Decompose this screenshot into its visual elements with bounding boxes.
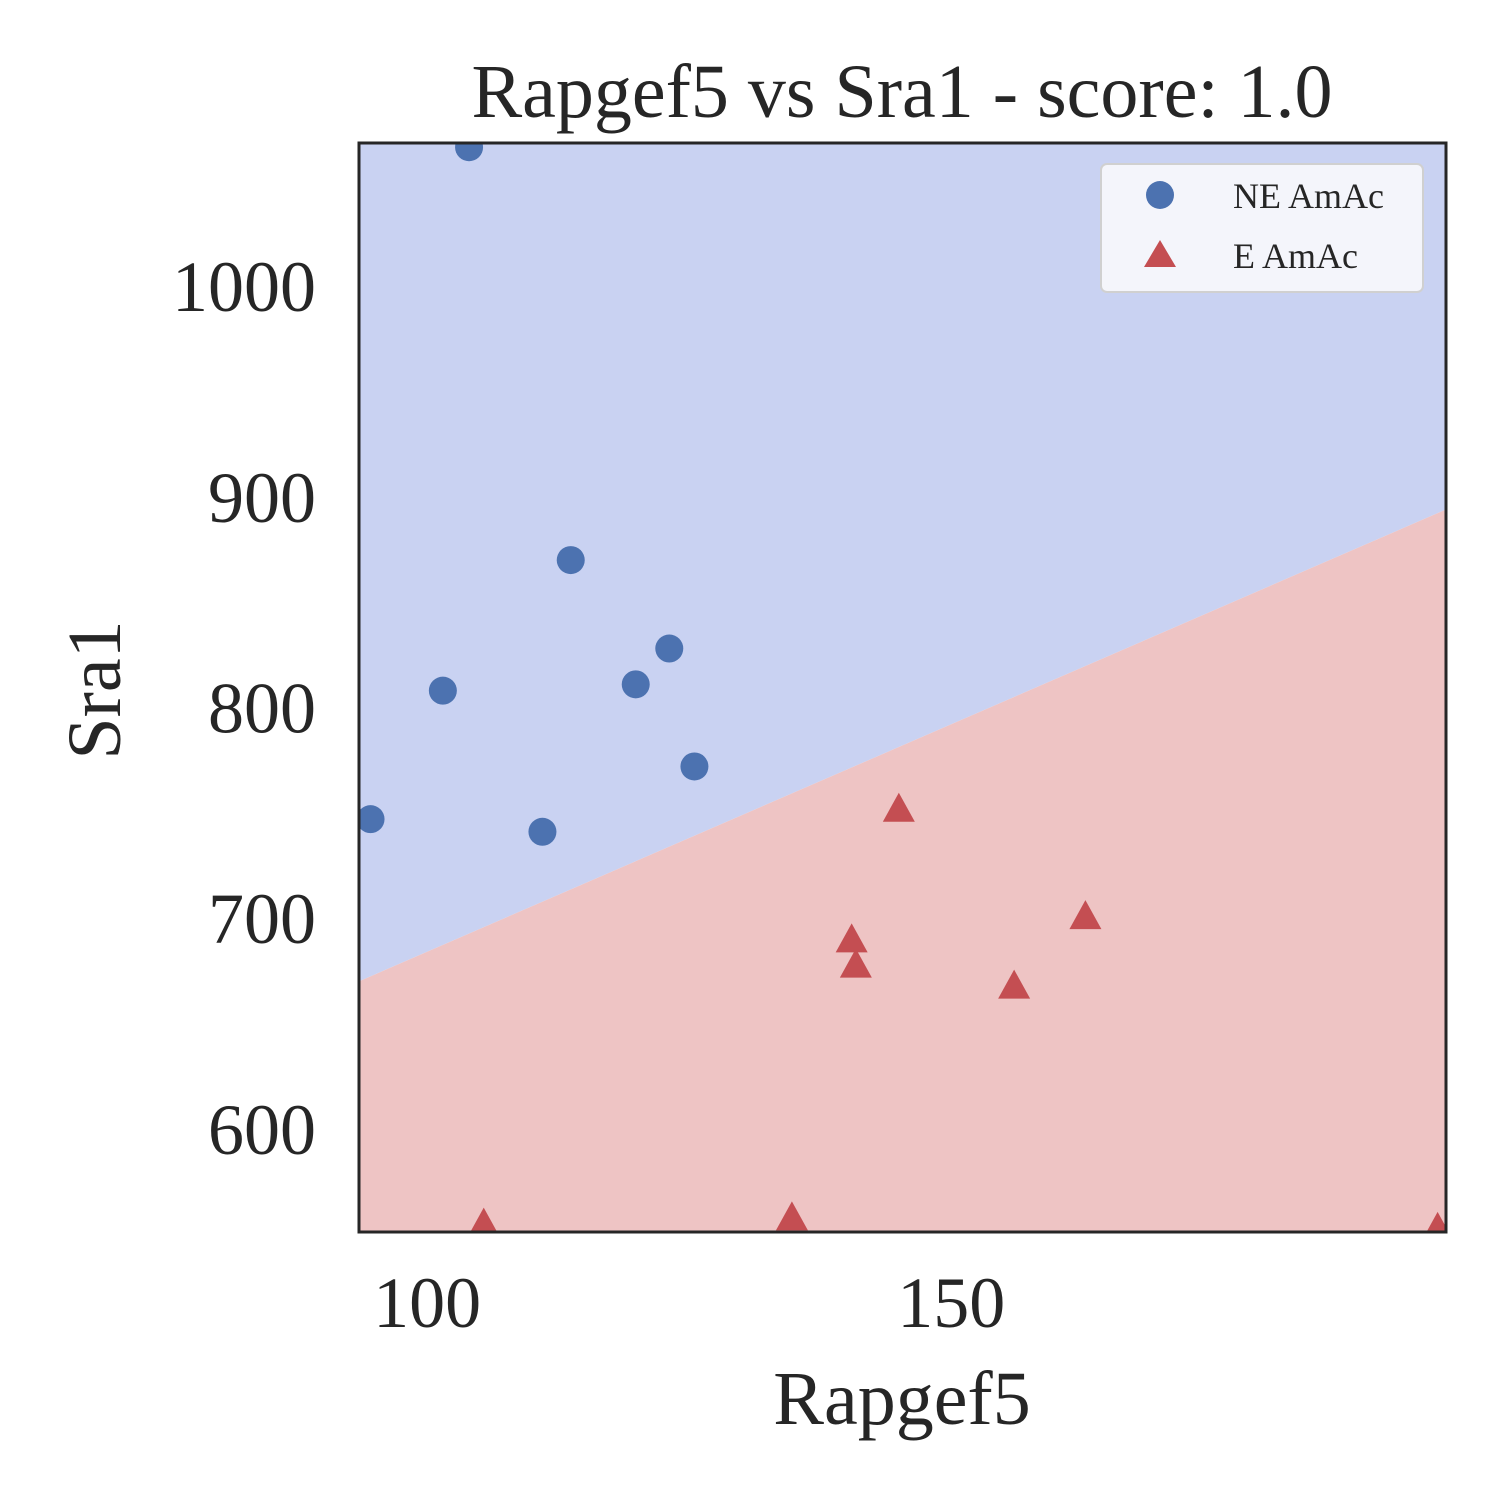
chart-title: Rapgef5 vs Sra1 - score: 1.0 [471,50,1332,134]
decision-regions [359,143,1446,1232]
point-e-amac [1426,1211,1446,1232]
y-axis-label: Sra1 [53,620,137,759]
y-tick-label: 1000 [172,247,316,327]
point-e-amac [1069,900,1102,930]
y-tick-label: 600 [208,1090,316,1170]
x-tick-labels: 100 150 [373,1263,1005,1343]
point-e-amac [882,792,915,822]
y-tick-label: 900 [208,458,316,538]
y-tick-labels: 600 700 800 900 1000 [172,247,316,1170]
x-tick-label: 100 [373,1263,481,1343]
point-ne-amac [621,670,650,699]
point-ne-amac [528,817,557,846]
plot-frame [357,141,1448,1234]
region-e-amac [359,509,1446,1232]
point-e-amac [775,1201,808,1231]
legend-marker-ne-amac [1146,181,1174,209]
point-ne-amac [655,634,684,663]
point-e-amac [835,923,868,953]
point-e-amac [470,1207,498,1232]
legend-label-e-amac: E AmAc [1233,236,1358,276]
point-e-amac [839,948,872,978]
legend: NE AmAc E AmAc [1100,163,1424,293]
point-ne-amac [359,805,385,834]
point-ne-amac [556,546,585,575]
legend-marker-e-amac [1144,240,1176,267]
legend-box [1100,163,1424,293]
x-axis-label: Rapgef5 [773,1357,1030,1441]
y-tick-label: 800 [208,669,316,749]
point-ne-amac [455,143,484,162]
legend-label-ne-amac: NE AmAc [1233,176,1384,216]
point-ne-amac [680,752,709,781]
region-ne-amac [359,143,1446,982]
data-points [359,143,1446,1232]
point-e-amac [998,969,1031,999]
x-tick-label: 150 [897,1263,1005,1343]
y-tick-label: 700 [208,879,316,959]
point-ne-amac [428,676,457,705]
